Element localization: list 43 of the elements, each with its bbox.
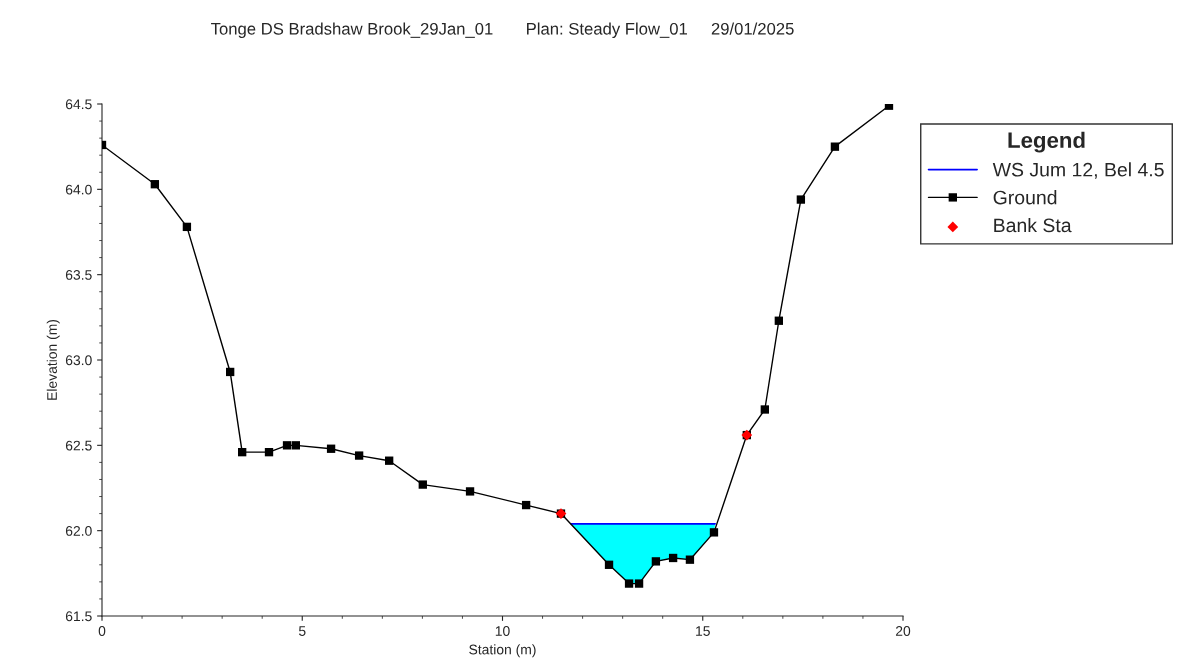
point	[521, 500, 531, 510]
y-tick-label: 62.0	[65, 526, 92, 536]
y-tick-label: 64.0	[65, 184, 92, 195]
y-tick-label: 63.0	[65, 355, 92, 366]
point	[465, 487, 475, 496]
point	[634, 579, 644, 588]
point	[796, 195, 806, 204]
point	[282, 441, 292, 450]
point	[685, 555, 695, 564]
y-tick-label: 64.5	[65, 99, 92, 110]
point	[150, 180, 160, 189]
legend-label: Ground	[993, 190, 1057, 205]
point	[291, 441, 301, 450]
legend-label: Bank Sta	[994, 217, 1072, 233]
point	[624, 579, 634, 588]
x-tick-label: 15	[696, 626, 710, 636]
chart-title: Tonge DS Bradshaw Brook_29Jan_01 Plan: Steady Flow_01 29/01/2025	[211, 22, 794, 39]
point	[384, 456, 394, 465]
point	[326, 444, 336, 453]
x-tick-label: 10	[495, 626, 510, 636]
legend-title: Legend	[1008, 131, 1085, 153]
point	[760, 405, 769, 414]
y-axis-title: Elevation (m)	[46, 319, 60, 400]
x-tick-label: 20	[895, 626, 911, 636]
y-tick-label: 63.5	[65, 270, 92, 280]
point	[830, 142, 840, 151]
legend-label: WS Jum 12, Bel 4.5	[992, 162, 1164, 179]
point	[774, 316, 784, 325]
x-tick-label: 0	[98, 626, 106, 636]
y-tick-label: 61.5	[65, 611, 92, 622]
point	[238, 447, 247, 457]
point	[354, 451, 364, 460]
point	[182, 222, 192, 232]
point	[668, 553, 678, 563]
point	[604, 560, 614, 569]
point	[418, 480, 427, 489]
x-axis-title: Station (m)	[469, 644, 536, 658]
point	[709, 528, 719, 537]
x-tick-label: 5	[298, 626, 306, 636]
point	[651, 557, 661, 566]
y-tick-label: 62.5	[65, 440, 92, 451]
point	[264, 447, 274, 457]
point	[225, 367, 235, 377]
